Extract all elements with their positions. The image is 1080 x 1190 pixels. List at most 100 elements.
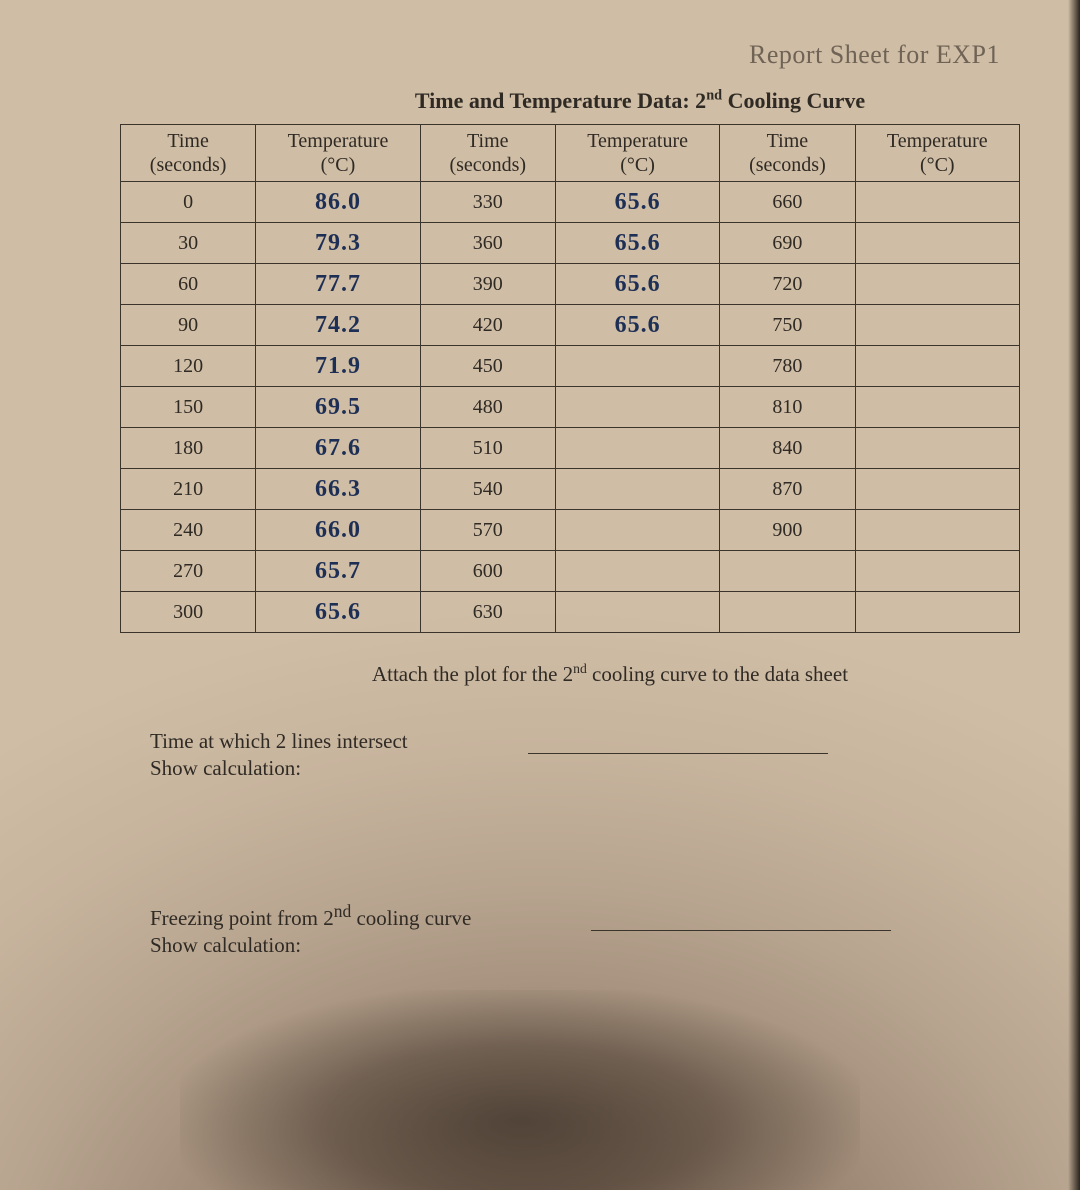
cell: 180 bbox=[121, 428, 256, 469]
printed-value: 570 bbox=[473, 519, 503, 541]
th-temp-label-2: Temperature bbox=[587, 130, 688, 152]
cell: 600 bbox=[420, 551, 555, 592]
table-row: 12071.9450780 bbox=[121, 346, 1020, 387]
printed-value: 420 bbox=[473, 314, 503, 336]
printed-value: 0 bbox=[183, 191, 193, 213]
cell: 210 bbox=[121, 469, 256, 510]
cell: 65.6 bbox=[555, 264, 719, 305]
printed-value: 540 bbox=[473, 478, 503, 500]
cell: 90 bbox=[121, 305, 256, 346]
table-row: 90 74.2 420 65.6 750 bbox=[121, 305, 1020, 346]
printed-value: 90 bbox=[178, 314, 198, 336]
freezing-blank bbox=[591, 908, 891, 931]
cell bbox=[855, 387, 1019, 428]
th-temp-2: Temperature (°C) bbox=[555, 125, 719, 182]
printed-value: 690 bbox=[772, 232, 802, 254]
th-temp-3: Temperature (°C) bbox=[855, 125, 1019, 182]
handwritten-value: 65.6 bbox=[615, 312, 661, 338]
handwritten-value: 67.6 bbox=[315, 435, 361, 461]
freezing-showcalc: Show calculation: bbox=[150, 933, 1020, 958]
freezing-label: Freezing point from 2nd cooling curve bbox=[150, 901, 471, 931]
th-time-unit-2: (seconds) bbox=[449, 154, 526, 176]
cell bbox=[855, 346, 1019, 387]
table-row: 150 69.5 480 810 bbox=[121, 387, 1020, 428]
printed-value: 870 bbox=[772, 478, 802, 500]
cell: 630 bbox=[420, 592, 555, 633]
printed-value: 750 bbox=[772, 314, 802, 336]
form-line-intersect: Time at which 2 lines intersect bbox=[150, 729, 1020, 754]
th-time-2: Time (seconds) bbox=[420, 125, 555, 182]
handwritten-value: 79.3 bbox=[315, 230, 361, 256]
th-temp-unit: (°C) bbox=[321, 154, 356, 176]
table-row: 3079.336065.6690 bbox=[121, 223, 1020, 264]
handwritten-value: 69.5 bbox=[315, 394, 361, 420]
printed-value: 600 bbox=[473, 560, 503, 582]
cell bbox=[855, 510, 1019, 551]
data-table: Time (seconds) Temperature (°C) Time (se… bbox=[120, 124, 1020, 633]
intersect-label: Time at which 2 lines intersect bbox=[150, 729, 408, 754]
cell: 71.9 bbox=[256, 346, 420, 387]
printed-value: 330 bbox=[473, 191, 503, 213]
th-time-label-3: Time bbox=[767, 130, 809, 152]
cell: 870 bbox=[720, 469, 855, 510]
cell: 60 bbox=[121, 264, 256, 305]
cell bbox=[855, 305, 1019, 346]
printed-value: 210 bbox=[173, 478, 203, 500]
printed-value: 900 bbox=[772, 519, 802, 541]
cell: 77.7 bbox=[256, 264, 420, 305]
handwritten-value: 65.6 bbox=[615, 230, 661, 256]
printed-value: 810 bbox=[772, 396, 802, 418]
intersect-blank bbox=[528, 731, 828, 754]
cell bbox=[855, 551, 1019, 592]
form-block-freezing: Freezing point from 2nd cooling curve Sh… bbox=[150, 901, 1020, 958]
handwritten-value: 71.9 bbox=[315, 353, 361, 379]
printed-value: 480 bbox=[473, 396, 503, 418]
title-pre: Time and Temperature Data: 2 bbox=[415, 88, 706, 113]
cell: 540 bbox=[420, 469, 555, 510]
freezing-post: cooling curve bbox=[351, 906, 471, 930]
cell bbox=[855, 428, 1019, 469]
printed-value: 270 bbox=[173, 560, 203, 582]
printed-value: 120 bbox=[173, 355, 203, 377]
cell: 300 bbox=[121, 592, 256, 633]
cell: 570 bbox=[420, 510, 555, 551]
table-body: 086.033065.66603079.336065.66906077.7390… bbox=[121, 182, 1020, 633]
printed-value: 630 bbox=[473, 601, 503, 623]
freezing-sup: nd bbox=[334, 901, 352, 921]
caption-post: cooling curve to the data sheet bbox=[587, 662, 848, 686]
cell: 74.2 bbox=[256, 305, 420, 346]
cell: 750 bbox=[720, 305, 855, 346]
th-time-3: Time (seconds) bbox=[720, 125, 855, 182]
caption-pre: Attach the plot for the 2 bbox=[372, 662, 573, 686]
cell: 30 bbox=[121, 223, 256, 264]
th-time-1: Time (seconds) bbox=[121, 125, 256, 182]
cell bbox=[855, 182, 1019, 223]
table-title: Time and Temperature Data: 2nd Cooling C… bbox=[260, 88, 1020, 114]
handwritten-value: 66.3 bbox=[315, 476, 361, 502]
cell bbox=[555, 551, 719, 592]
cell: 0 bbox=[121, 182, 256, 223]
cell: 66.0 bbox=[256, 510, 420, 551]
cell: 65.6 bbox=[555, 223, 719, 264]
title-post: Cooling Curve bbox=[722, 88, 865, 113]
handwritten-value: 77.7 bbox=[315, 271, 361, 297]
handwritten-value: 65.6 bbox=[615, 271, 661, 297]
form-block-intersect: Time at which 2 lines intersect Show cal… bbox=[150, 729, 1020, 781]
cell bbox=[855, 592, 1019, 633]
th-time-label-2: Time bbox=[467, 130, 509, 152]
th-time-unit-3: (seconds) bbox=[749, 154, 826, 176]
table-row: 27065.7600 bbox=[121, 551, 1020, 592]
printed-value: 240 bbox=[173, 519, 203, 541]
cell: 840 bbox=[720, 428, 855, 469]
cell: 720 bbox=[720, 264, 855, 305]
cell: 660 bbox=[720, 182, 855, 223]
cell: 150 bbox=[121, 387, 256, 428]
th-temp-unit-3: (°C) bbox=[920, 154, 955, 176]
cell bbox=[555, 387, 719, 428]
handwritten-value: 65.6 bbox=[615, 189, 661, 215]
cell: 480 bbox=[420, 387, 555, 428]
cell: 86.0 bbox=[256, 182, 420, 223]
th-temp-label-3: Temperature bbox=[887, 130, 988, 152]
cell: 780 bbox=[720, 346, 855, 387]
printed-value: 660 bbox=[772, 191, 802, 213]
